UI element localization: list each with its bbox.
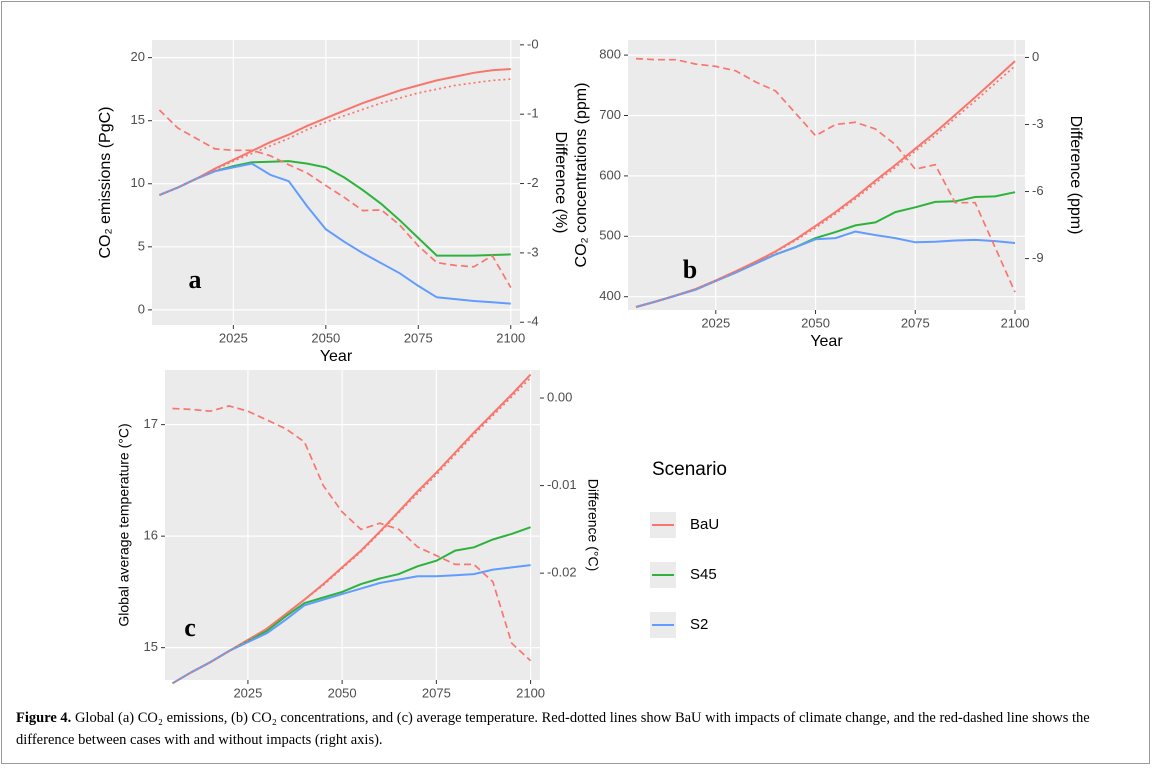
y-axis-title: CO₂ concentrations (ppm) (573, 83, 590, 268)
y-tick-label: 400 (599, 288, 621, 303)
y2-axis-title: Difference (%) (552, 132, 569, 234)
legend-label: S45 (690, 566, 717, 583)
y2-tick-label: -0 (527, 36, 539, 51)
x-tick-label: 2025 (233, 685, 262, 700)
legend-label: S2 (690, 616, 708, 633)
x-tick-label: 2075 (422, 685, 451, 700)
x-tick-label: 2075 (404, 330, 433, 345)
y-tick-label: 800 (599, 47, 621, 62)
plot-background (628, 40, 1025, 310)
x-tick-label: 2025 (219, 330, 248, 345)
panel-label: c (184, 613, 196, 642)
series-line (159, 162, 511, 305)
figure: 2025 2050 2075 2100 0 5 10 15 20 -0 -1 -2 -3 -4 Year CO… (97, 36, 1084, 700)
x-tick-label: 2050 (801, 315, 830, 330)
y-tick-label: 16 (144, 528, 158, 543)
x-axis-title: Year (810, 333, 843, 350)
caption: Figure 4. Global (a) CO₂ emissions, (b) … (16, 707, 1131, 751)
x-tick-label: 2100 (516, 685, 545, 700)
y2-tick-label: 0.00 (547, 389, 572, 404)
x-tick-label: 2025 (701, 315, 730, 330)
y2-tick-label: -9 (1032, 250, 1044, 265)
x-tick-label: 2050 (311, 330, 340, 345)
y2-tick-label: 0 (1032, 49, 1039, 64)
y2-axis-title: Difference (°C) (585, 479, 601, 571)
y-axis-title: Global average temperature (°C) (116, 423, 132, 626)
series-line (171, 564, 531, 685)
figure-frame (1, 1, 1150, 764)
plot-background (165, 370, 540, 680)
plot-background (152, 40, 520, 325)
y2-tick-label: -4 (527, 314, 539, 329)
y-tick-label: 600 (599, 167, 621, 182)
x-tick-label: 2075 (901, 315, 930, 330)
series-line (159, 78, 511, 196)
y-tick-label: 0 (138, 301, 145, 316)
y-axis-title: CO₂ emissions (PgC) (97, 106, 114, 258)
y2-tick-label: -0.02 (547, 565, 577, 580)
legend-label: BaU (690, 516, 719, 533)
y2-tick-label: -6 (1032, 183, 1044, 198)
y2-tick-label: -0.01 (547, 477, 577, 492)
series-line (159, 68, 511, 197)
y-tick-label: 700 (599, 107, 621, 122)
y-tick-label: 17 (144, 416, 158, 431)
y-tick-label: 20 (131, 49, 145, 64)
y2-tick-label: -3 (1032, 116, 1044, 131)
y2-tick-label: -1 (527, 106, 539, 121)
x-tick-label: 2050 (328, 685, 357, 700)
y-tick-label: 15 (144, 639, 158, 654)
x-axis-title: Year (320, 348, 353, 365)
caption-label: Figure 4. (16, 710, 72, 726)
series-line (635, 65, 1016, 308)
x-tick-label: 2100 (496, 330, 525, 345)
y2-axis-title: Difference (ppm) (1067, 116, 1084, 235)
y-tick-label: 10 (131, 175, 145, 190)
y-tick-label: 5 (138, 238, 145, 253)
legend-title: Scenario (652, 459, 727, 480)
series-line (172, 405, 532, 662)
panel-label: a (189, 265, 202, 294)
y-tick-label: 500 (599, 228, 621, 243)
caption-text: Global (a) CO₂ emissions, (b) CO₂ concen… (16, 710, 1090, 748)
series-line (158, 109, 512, 289)
y2-tick-label: -2 (527, 175, 539, 190)
y2-tick-label: -3 (527, 244, 539, 259)
x-tick-label: 2100 (1001, 315, 1030, 330)
panel-label: b (683, 255, 697, 284)
y-tick-label: 15 (131, 112, 145, 127)
